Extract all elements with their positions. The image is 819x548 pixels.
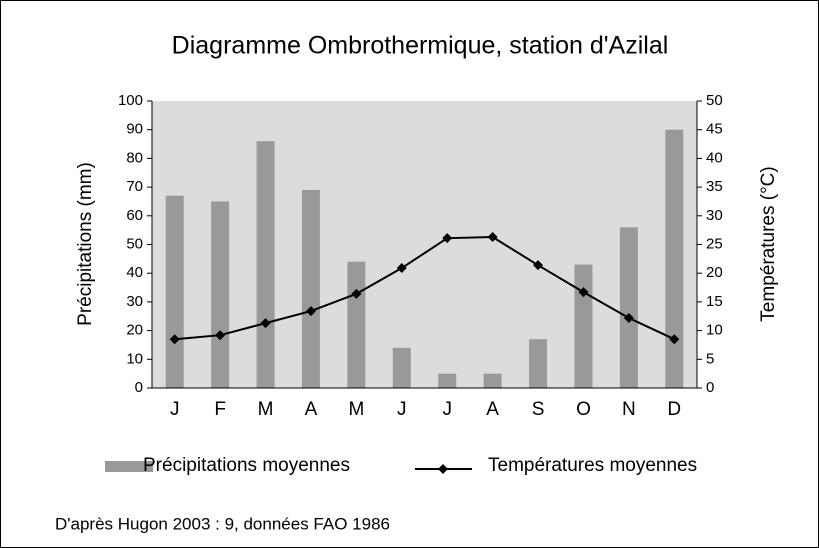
marker	[396, 263, 407, 274]
bar	[347, 261, 366, 388]
marker	[578, 287, 589, 298]
bar	[665, 129, 684, 388]
y2-tick-label: 0	[706, 379, 714, 396]
y2-tick-label: 45	[706, 121, 723, 138]
bar	[438, 373, 457, 388]
bar	[256, 141, 275, 388]
marker	[169, 334, 180, 345]
chart-title: Diagramme Ombrothermique, station d'Azil…	[172, 32, 669, 60]
y2-axis-label: Températures (°C)	[758, 166, 779, 321]
source-note: D'après Hugon 2003 : 9, données FAO 1986	[55, 514, 390, 533]
marker	[533, 260, 544, 271]
x-tick-label: N	[622, 399, 636, 420]
y-tick-label: 0	[135, 379, 143, 396]
x-tick-label: J	[442, 399, 452, 420]
y-axis-label: Précipitations (mm)	[75, 162, 96, 326]
plot-area	[152, 101, 697, 388]
x-tick-label: M	[348, 399, 364, 420]
y2-tick-label: 10	[706, 322, 723, 339]
x-tick-label: D	[667, 399, 681, 420]
bar	[529, 339, 548, 388]
y-tick-label: 90	[126, 121, 143, 138]
y2-tick-label: 40	[706, 149, 723, 166]
y-tick-label: 20	[126, 322, 143, 339]
bar	[483, 373, 502, 388]
legend-label: Précipitations moyennes	[143, 455, 350, 476]
line	[174, 236, 675, 341]
legend-swatch	[105, 461, 153, 472]
y-tick-label: 60	[126, 207, 143, 224]
bar	[619, 227, 638, 388]
y-tick-label: 30	[126, 293, 143, 310]
x-tick-label: A	[486, 399, 499, 420]
y-tick-label: 100	[118, 92, 143, 109]
x-tick-label: J	[397, 399, 407, 420]
bar	[574, 264, 593, 388]
bar	[211, 201, 230, 388]
marker	[215, 330, 226, 341]
marker	[351, 288, 362, 299]
marker	[305, 306, 316, 317]
y-tick-label: 50	[126, 235, 143, 252]
x-tick-label: M	[258, 399, 274, 420]
marker	[623, 312, 634, 323]
bar	[301, 189, 320, 388]
y2-tick-label: 30	[706, 207, 723, 224]
y2-tick-label: 35	[706, 178, 723, 195]
y-tick-label: 40	[126, 264, 143, 281]
bar	[392, 347, 411, 388]
bar	[165, 195, 184, 388]
x-tick-label: A	[305, 399, 318, 420]
y-tick-label: 80	[126, 149, 143, 166]
x-tick-label: S	[532, 399, 545, 420]
marker	[442, 233, 453, 244]
y2-tick-label: 15	[706, 293, 723, 310]
legend-marker	[438, 464, 448, 474]
x-tick-label: F	[214, 399, 226, 420]
y-tick-label: 10	[126, 350, 143, 367]
x-tick-label: O	[576, 399, 591, 420]
marker	[260, 318, 271, 329]
x-tick-label: J	[170, 399, 180, 420]
marker	[487, 232, 498, 243]
y-tick-label: 70	[126, 178, 143, 195]
y2-tick-label: 50	[706, 92, 723, 109]
y2-tick-label: 25	[706, 235, 723, 252]
marker	[669, 334, 680, 345]
y2-tick-label: 5	[706, 350, 714, 367]
y2-tick-label: 20	[706, 264, 723, 281]
legend-label: Températures moyennes	[488, 455, 697, 476]
